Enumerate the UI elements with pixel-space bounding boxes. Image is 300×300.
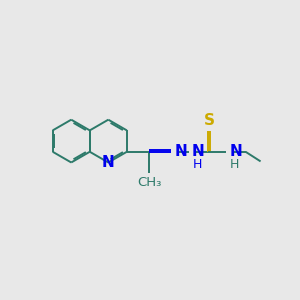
Text: S: S: [204, 113, 215, 128]
Text: H: H: [230, 158, 239, 171]
Text: N: N: [229, 144, 242, 159]
Text: CH₃: CH₃: [137, 176, 161, 189]
Text: N: N: [175, 144, 187, 159]
Text: N: N: [102, 155, 115, 170]
Text: N: N: [192, 144, 205, 159]
Text: H: H: [193, 158, 202, 171]
